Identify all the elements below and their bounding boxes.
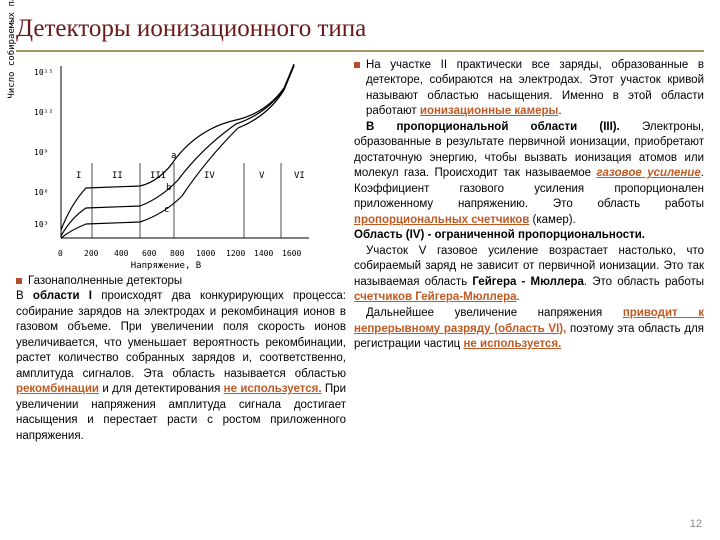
left-bullet: Газонаполненные детекторы xyxy=(16,274,346,290)
xtick: 1600 xyxy=(282,249,301,260)
right-p4: Участок V газовое усиление возрастает на… xyxy=(354,244,704,306)
t: . xyxy=(558,105,561,117)
curve-label: b xyxy=(166,182,171,194)
region-label: IV xyxy=(204,170,215,182)
t: ионизационные камеры xyxy=(420,105,558,117)
chart-svg xyxy=(16,58,316,258)
t: и для детектирования xyxy=(99,383,224,395)
xtick: 1200 xyxy=(226,249,245,260)
chart-xlabel: Напряжение, В xyxy=(131,260,201,272)
t: . xyxy=(517,291,520,303)
ytick: 10⁶ xyxy=(34,188,48,199)
t: не используется. xyxy=(224,383,322,395)
xtick: 1000 xyxy=(196,249,215,260)
xtick: 200 xyxy=(84,249,98,260)
t: Дальнейшее увеличение напряжения xyxy=(366,307,623,319)
region-label: III xyxy=(150,170,166,182)
region-label: I xyxy=(76,170,81,182)
ytick: 10³ xyxy=(34,220,48,231)
t: В пропорциональной области (III). xyxy=(366,121,620,133)
left-heading: Газонаполненные детекторы xyxy=(28,274,182,290)
xtick: 1400 xyxy=(254,249,273,260)
t: . Это область работы xyxy=(584,276,704,288)
right-p5: Дальнейшее увеличение напряжения приводи… xyxy=(354,306,704,353)
ytick: 10¹⁵ xyxy=(34,68,53,79)
t: Область (IV) - ограниченной пропорционал… xyxy=(354,229,645,241)
t: происходят два конкурирующих процесса: с… xyxy=(16,290,346,380)
right-bullet: На участке II практически все заряды, об… xyxy=(354,58,704,120)
xtick: 0 xyxy=(58,249,63,260)
t: газовое усиление xyxy=(597,167,701,179)
t: (камер). xyxy=(529,214,575,226)
t: Гейгера - Мюллера xyxy=(472,276,584,288)
xtick: 800 xyxy=(170,249,184,260)
right-p3: Область (IV) - ограниченной пропорционал… xyxy=(354,228,704,244)
t: В xyxy=(16,290,33,302)
t: рекомбинации xyxy=(16,383,99,395)
right-p2: В пропорциональной области (III). Электр… xyxy=(354,120,704,229)
t: области I xyxy=(33,290,92,302)
right-column: На участке II практически все заряды, об… xyxy=(354,58,704,445)
t: пропорциональных счетчиков xyxy=(354,214,529,226)
ytick: 10¹² xyxy=(34,108,53,119)
curve-label: c xyxy=(164,204,169,216)
bullet-icon xyxy=(354,62,360,68)
xtick: 600 xyxy=(142,249,156,260)
ionization-chart: Число собираемых пар ионов 10¹⁵ 10¹² 10⁹… xyxy=(16,58,316,268)
region-label: VI xyxy=(294,170,305,182)
t: счетчиков Гейгера-Мюллера xyxy=(354,291,517,303)
page-title: Детекторы ионизационного типа xyxy=(16,12,704,52)
region-label: II xyxy=(112,170,123,182)
slide-number: 12 xyxy=(690,517,702,532)
xtick: 400 xyxy=(114,249,128,260)
t: не используется. xyxy=(463,338,561,350)
content-columns: Число собираемых пар ионов 10¹⁵ 10¹² 10⁹… xyxy=(16,58,704,445)
region-label: V xyxy=(259,170,264,182)
left-column: Число собираемых пар ионов 10¹⁵ 10¹² 10⁹… xyxy=(16,58,346,445)
right-p1: На участке II практически все заряды, об… xyxy=(366,58,704,120)
curve-label: a xyxy=(171,150,176,162)
bullet-icon xyxy=(16,278,22,284)
chart-ylabel: Число собираемых пар ионов xyxy=(6,0,18,98)
left-paragraph: В области I происходят два конкурирующих… xyxy=(16,289,346,444)
ytick: 10⁹ xyxy=(34,148,48,159)
